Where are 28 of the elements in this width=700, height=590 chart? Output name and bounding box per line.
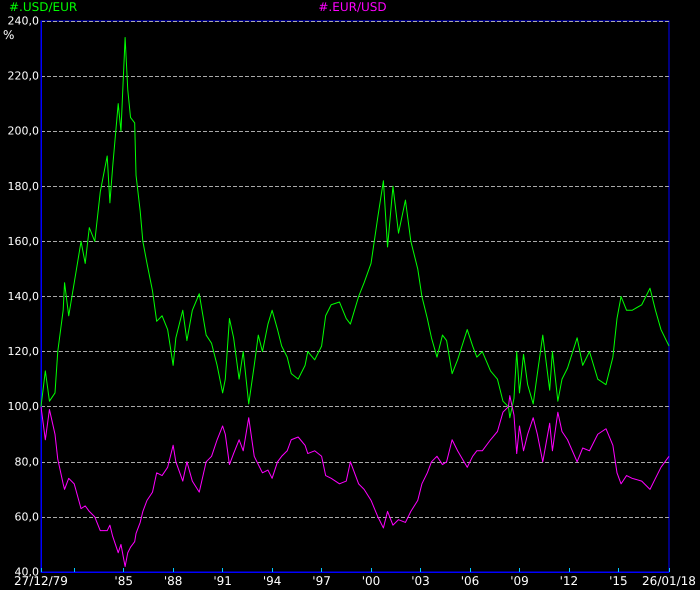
- x-tick-label: '00: [362, 574, 380, 588]
- text: #.USD/EUR: [9, 0, 78, 14]
- y-tick-label: 80,0: [14, 455, 39, 468]
- y-tick-label: 60,0: [14, 510, 39, 524]
- y-tick-label: 120,0: [8, 345, 39, 358]
- x-tick-label: '91: [213, 574, 232, 588]
- x-tick-label: '97: [312, 574, 331, 588]
- text: #.EUR/USD: [318, 0, 387, 14]
- x-tick-label: '15: [609, 574, 628, 588]
- y-tick-label: 160,0: [8, 234, 39, 248]
- x-tick-label: '12: [560, 574, 578, 588]
- y-axis-title: %: [3, 28, 14, 42]
- x-tick-label: '06: [460, 574, 480, 588]
- x-tick-label: '88: [164, 574, 182, 588]
- y-tick-label: 240,0: [8, 14, 39, 28]
- line-series: [40, 395, 670, 567]
- y-tick-label: 100,0: [8, 400, 39, 414]
- x-tick-label: '85: [114, 574, 133, 588]
- x-tick-label: '94: [262, 574, 282, 588]
- y-tick-label: 140,0: [8, 290, 39, 303]
- y-tick-label: 220,0: [8, 70, 39, 83]
- y-tick-label: 200,0: [8, 124, 39, 138]
- x-tick-label: '09: [510, 574, 529, 588]
- x-tick-label: '03: [411, 574, 430, 588]
- y-tick-label: 180,0: [8, 180, 39, 193]
- y-tick-label: 40,0: [14, 566, 39, 578]
- line-series: [40, 37, 670, 418]
- x-tick-label: 26/01/18: [642, 574, 696, 588]
